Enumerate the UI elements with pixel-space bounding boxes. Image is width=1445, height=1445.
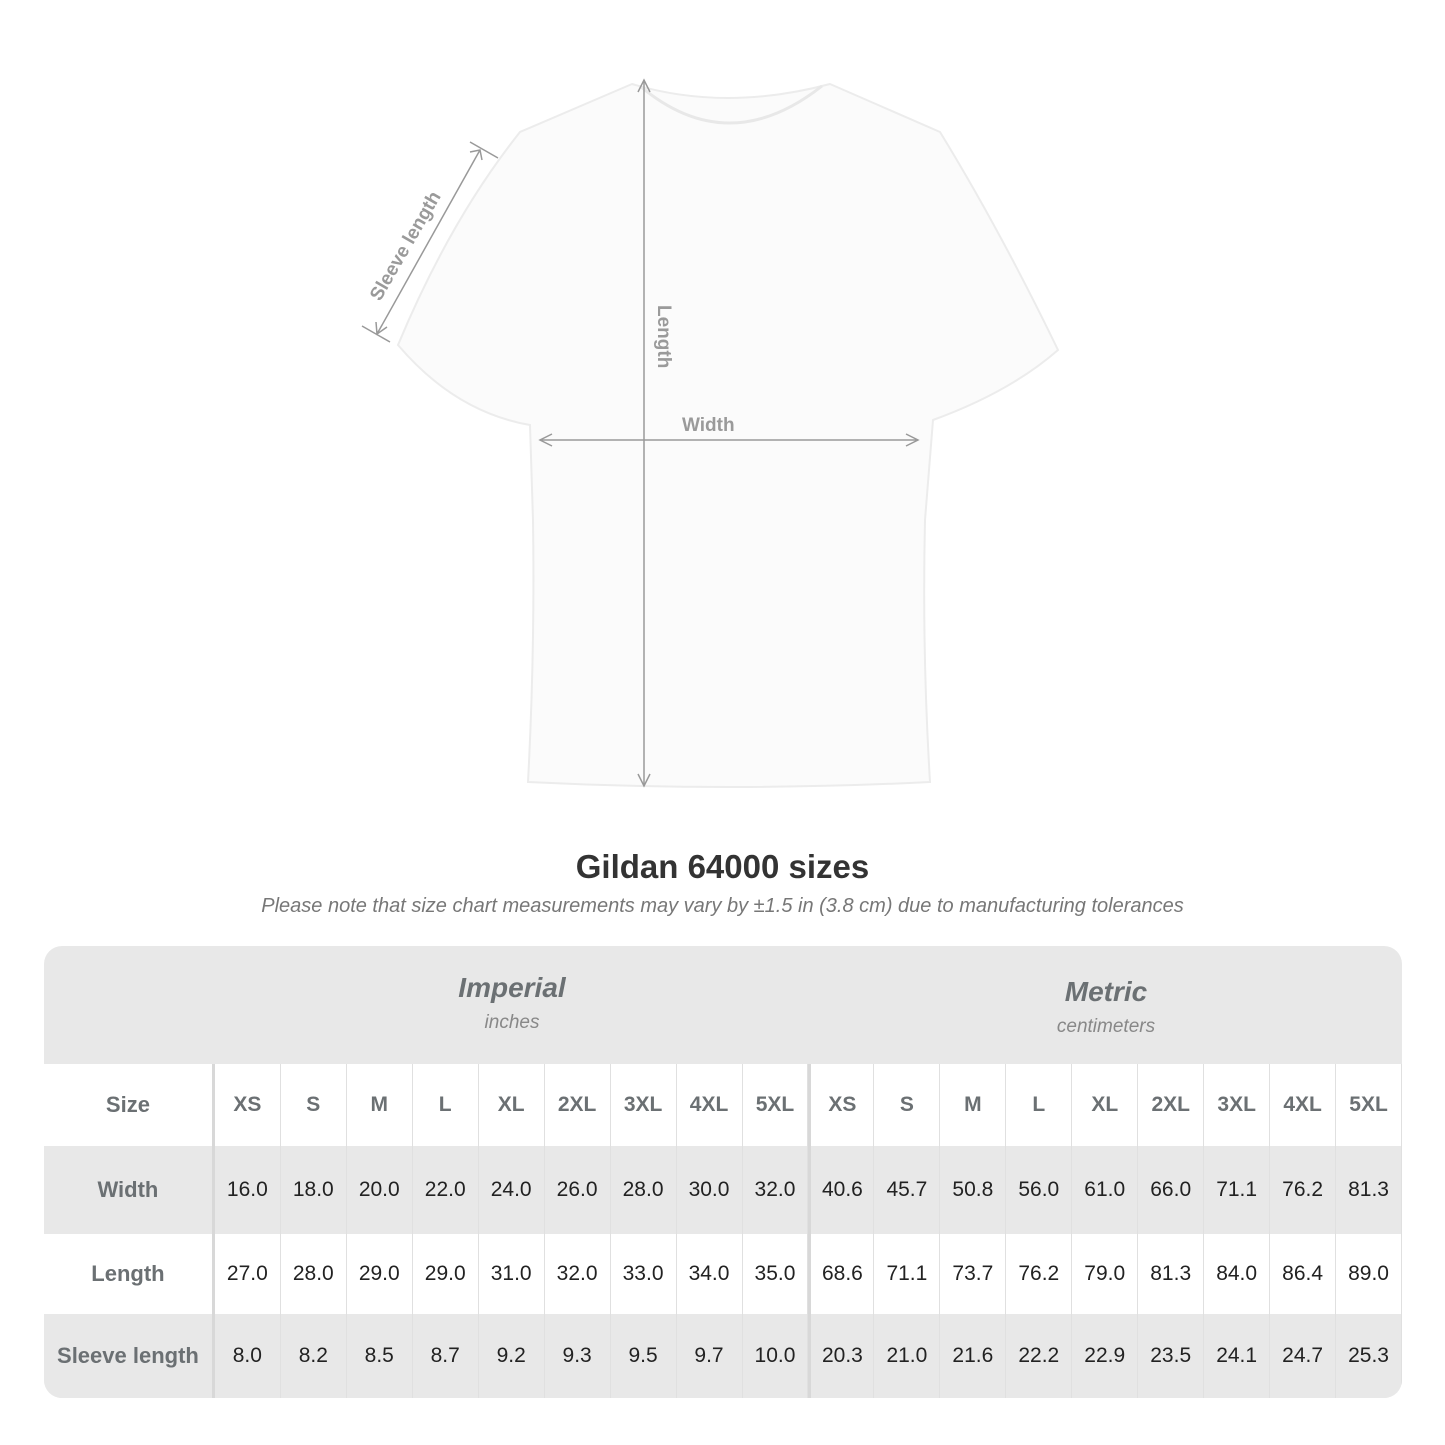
metric-value-cell: 45.7 xyxy=(874,1146,941,1234)
imperial-value-cell: 8.5 xyxy=(347,1314,413,1398)
row-label: Length xyxy=(44,1234,215,1314)
size-header-cell: M xyxy=(347,1064,413,1146)
metric-value-cell: 50.8 xyxy=(940,1146,1007,1234)
size-header-cell: M xyxy=(940,1064,1007,1146)
width-label: Width xyxy=(682,415,735,436)
row-label: Size xyxy=(44,1064,215,1146)
imperial-value-cell: 18.0 xyxy=(281,1146,347,1234)
imperial-value-cell: 10.0 xyxy=(743,1314,809,1398)
imperial-value-cell: 29.0 xyxy=(347,1234,413,1314)
metric-value-cell: 23.5 xyxy=(1138,1314,1205,1398)
metric-value-cell: 84.0 xyxy=(1204,1234,1271,1314)
imperial-value-cell: 24.0 xyxy=(479,1146,545,1234)
tshirt-diagram: Sleeve length Length Width xyxy=(361,78,1060,788)
tshirt-image xyxy=(396,82,1060,788)
imperial-value-cell: 9.2 xyxy=(479,1314,545,1398)
metric-value-cell: 40.6 xyxy=(808,1146,875,1234)
metric-value-cell: 22.9 xyxy=(1072,1314,1139,1398)
imperial-value-cell: 33.0 xyxy=(611,1234,677,1314)
metric-value-cell: 71.1 xyxy=(874,1234,941,1314)
imperial-title: Imperial xyxy=(458,972,566,1003)
metric-value-cell: 22.2 xyxy=(1006,1314,1073,1398)
size-header-cell: 2XL xyxy=(545,1064,611,1146)
size-table: Imperial inches Metric centimeters Size X… xyxy=(44,946,1402,1398)
size-header-cell: S xyxy=(281,1064,347,1146)
imperial-header: Imperial inches xyxy=(215,946,809,1090)
page-title: Gildan 64000 sizes xyxy=(575,848,870,885)
metric-value-cell: 79.0 xyxy=(1072,1234,1139,1314)
size-header-cell: S xyxy=(874,1064,941,1146)
metric-value-cell: 76.2 xyxy=(1270,1146,1337,1234)
size-header-cell: 4XL xyxy=(1270,1064,1337,1146)
imperial-value-cell: 9.3 xyxy=(545,1314,611,1398)
size-header-row: Size XS S M L XL 2XL 3XL 4XL 5XL XS S M L XL 2XL 3XL 4XL 5… xyxy=(44,1064,1402,1146)
imperial-value-cell: 32.0 xyxy=(545,1234,611,1314)
metric-value-cell: 89.0 xyxy=(1336,1234,1402,1314)
imperial-value-cell: 26.0 xyxy=(545,1146,611,1234)
size-header-cell: 3XL xyxy=(1204,1064,1271,1146)
metric-value-cell: 20.3 xyxy=(808,1314,875,1398)
imperial-value-cell: 9.7 xyxy=(677,1314,743,1398)
row-label: Width xyxy=(44,1146,215,1234)
metric-value-cell: 24.1 xyxy=(1204,1314,1271,1398)
imperial-value-cell: 30.0 xyxy=(677,1146,743,1234)
table-row: Sleeve length 8.0 8.2 8.5 8.7 9.2 9.3 9.5 9.7 10.… xyxy=(44,1314,1402,1398)
imperial-value-cell: 22.0 xyxy=(413,1146,479,1234)
imperial-value-cell: 8.7 xyxy=(413,1314,479,1398)
metric-value-cell: 81.3 xyxy=(1336,1146,1402,1234)
size-header-cell: XL xyxy=(1072,1064,1139,1146)
size-header-cell: 5XL xyxy=(743,1064,809,1146)
imperial-value-cell: 28.0 xyxy=(611,1146,677,1234)
imperial-value-cell: 27.0 xyxy=(215,1234,281,1314)
size-header-cell: XS xyxy=(215,1064,281,1146)
metric-value-cell: 56.0 xyxy=(1006,1146,1073,1234)
size-header-cell: L xyxy=(1006,1064,1073,1146)
imperial-value-cell: 32.0 xyxy=(743,1146,809,1234)
length-label: Length xyxy=(653,305,674,368)
imperial-value-cell: 20.0 xyxy=(347,1146,413,1234)
size-header-cell: 5XL xyxy=(1336,1064,1402,1146)
metric-unit: centimeters xyxy=(1056,1016,1156,1037)
metric-value-cell: 68.6 xyxy=(808,1234,875,1314)
sleeve-arrow xyxy=(376,149,481,335)
tolerance-note: Please note that size chart measurements… xyxy=(261,895,1184,917)
imperial-value-cell: 34.0 xyxy=(677,1234,743,1314)
table-row: Width 16.0 18.0 20.0 22.0 24.0 26.0 28.0 30.0 32.… xyxy=(44,1146,1402,1234)
imperial-unit: inches xyxy=(484,1012,540,1033)
table-row: Length 27.0 28.0 29.0 29.0 31.0 32.0 33.0 34.0 35… xyxy=(44,1234,1402,1314)
metric-value-cell: 61.0 xyxy=(1072,1146,1139,1234)
size-header-cell: 2XL xyxy=(1138,1064,1205,1146)
metric-value-cell: 21.0 xyxy=(874,1314,941,1398)
size-header-cell: 3XL xyxy=(611,1064,677,1146)
metric-header: Metric centimeters xyxy=(809,946,1402,1094)
metric-title: Metric xyxy=(1064,976,1148,1007)
size-header-cell: XL xyxy=(479,1064,545,1146)
imperial-value-cell: 16.0 xyxy=(215,1146,281,1234)
metric-value-cell: 81.3 xyxy=(1138,1234,1205,1314)
metric-value-cell: 76.2 xyxy=(1006,1234,1073,1314)
imperial-value-cell: 31.0 xyxy=(479,1234,545,1314)
metric-value-cell: 21.6 xyxy=(940,1314,1007,1398)
imperial-value-cell: 8.0 xyxy=(215,1314,281,1398)
metric-value-cell: 66.0 xyxy=(1138,1146,1205,1234)
imperial-value-cell: 35.0 xyxy=(743,1234,809,1314)
size-header-cell: XS xyxy=(808,1064,875,1146)
metric-value-cell: 86.4 xyxy=(1270,1234,1337,1314)
imperial-value-cell: 29.0 xyxy=(413,1234,479,1314)
metric-value-cell: 73.7 xyxy=(940,1234,1007,1314)
imperial-value-cell: 9.5 xyxy=(611,1314,677,1398)
metric-value-cell: 25.3 xyxy=(1336,1314,1402,1398)
size-header-cell: 4XL xyxy=(677,1064,743,1146)
metric-value-cell: 24.7 xyxy=(1270,1314,1337,1398)
row-label: Sleeve length xyxy=(44,1314,215,1398)
metric-value-cell: 71.1 xyxy=(1204,1146,1271,1234)
size-header-cell: L xyxy=(413,1064,479,1146)
imperial-value-cell: 28.0 xyxy=(281,1234,347,1314)
imperial-value-cell: 8.2 xyxy=(281,1314,347,1398)
